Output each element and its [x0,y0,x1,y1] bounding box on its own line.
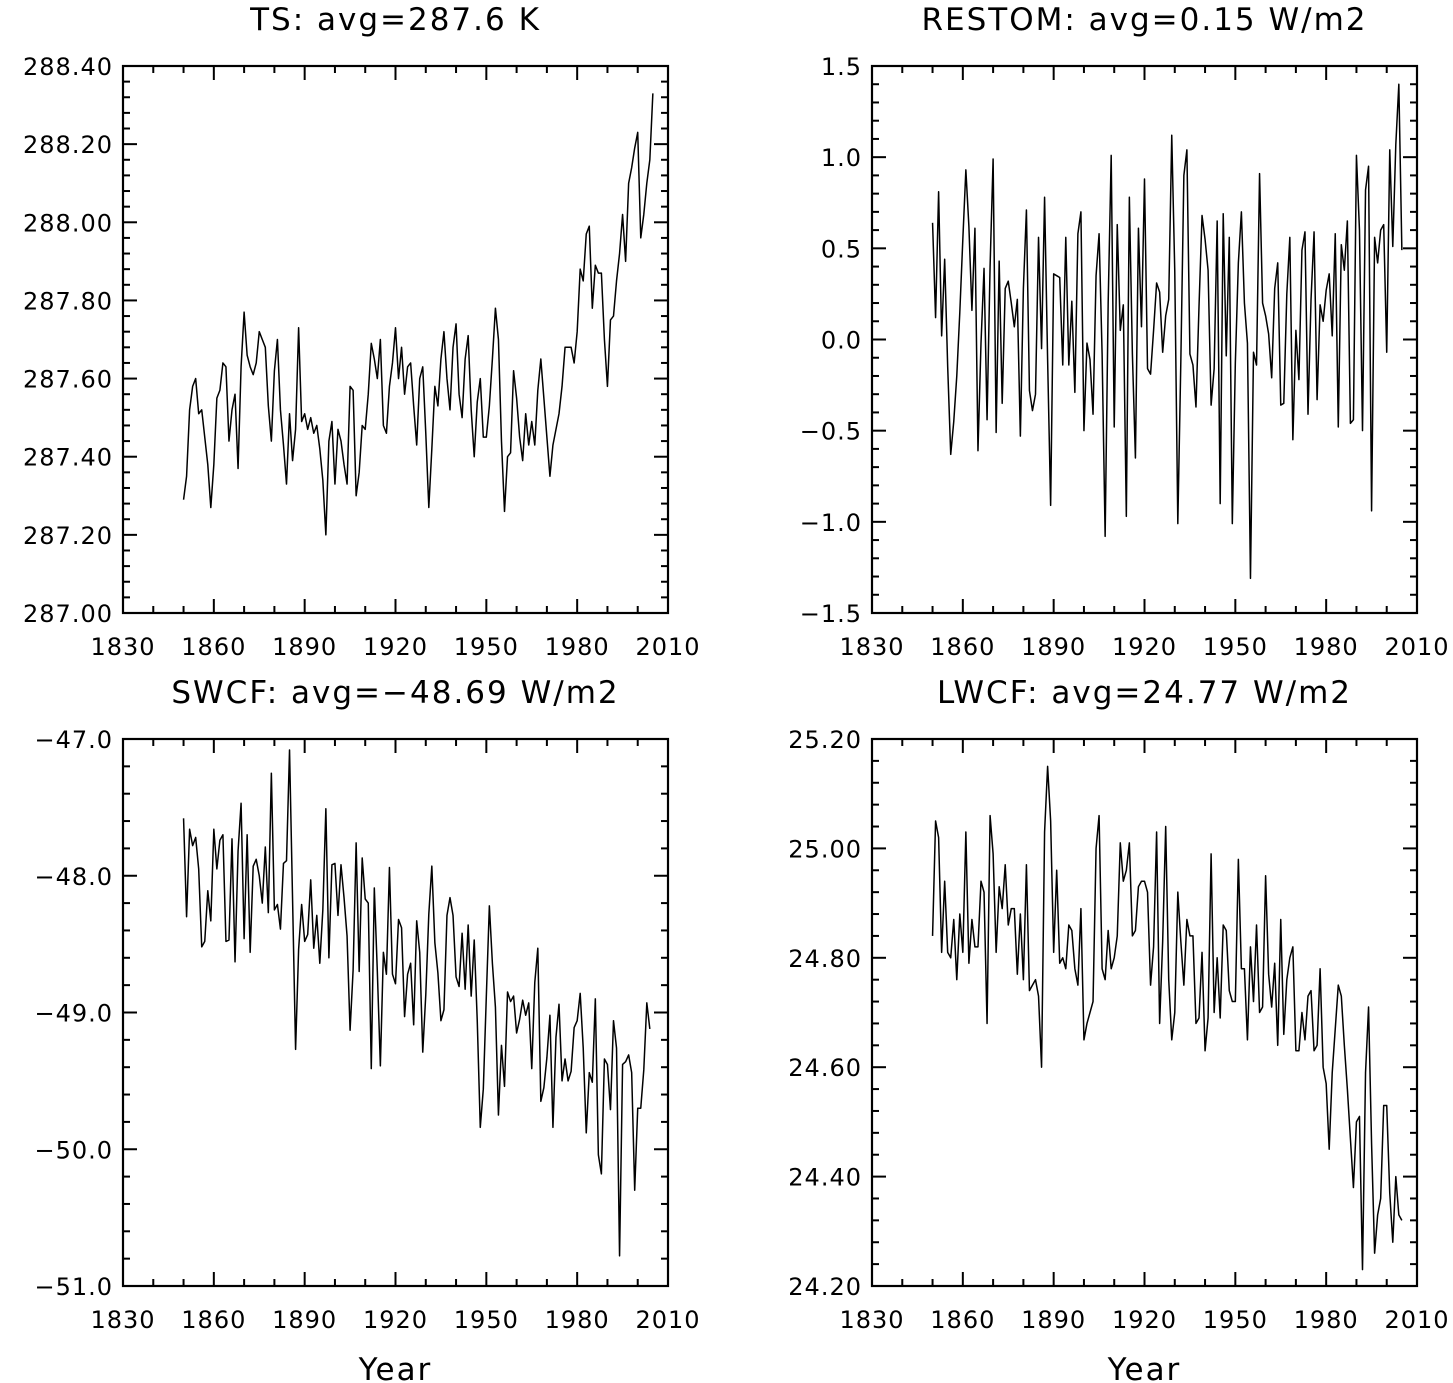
series-line [931,83,1403,580]
x-tick-label: 2010 [635,1306,700,1334]
y-tick-label: 288.20 [23,131,113,159]
x-tick-label: 1980 [1294,1306,1359,1334]
y-tick-label: −50.0 [34,1136,113,1164]
chart-title: RESTOM: avg=0.15 W/m2 [921,2,1367,38]
chart-title: SWCF: avg=−48.69 W/m2 [171,675,619,711]
x-tick-label: 1920 [1112,1306,1177,1334]
x-tick-label: 1890 [272,633,337,661]
y-tick-label: −51.0 [34,1273,113,1301]
x-tick-label: 1890 [1021,633,1086,661]
y-tick-label: −48.0 [34,863,113,891]
chart-title: TS: avg=287.6 K [249,2,541,38]
y-tick-label: −1.5 [800,600,862,628]
x-tick-label: 1980 [1294,633,1359,661]
plot-frame [870,64,1419,615]
x-tick-label: 1950 [454,633,519,661]
x-axis-label: Year [1107,1352,1182,1383]
x-tick-label: 1860 [181,633,246,661]
y-tick-label: 287.40 [23,444,113,472]
chart-title: LWCF: avg=24.77 W/m2 [937,675,1352,711]
x-tick-label: 2010 [635,633,700,661]
x-tick-label: 2010 [1384,633,1449,661]
y-tick-label: 24.80 [788,945,862,973]
plot-frame [870,737,1419,1288]
x-tick-label: 1980 [545,633,610,661]
y-tick-label: 287.60 [23,366,113,394]
x-tick-label: 1830 [839,633,904,661]
y-tick-label: 287.80 [23,287,113,315]
y-tick-label: 1.0 [821,144,862,172]
x-tick-label: 2010 [1384,1306,1449,1334]
y-tick-label: 288.40 [23,53,113,81]
y-tick-label: 24.20 [788,1273,862,1301]
x-tick-label: 1920 [363,633,428,661]
x-tick-label: 1890 [272,1306,337,1334]
panel-swcf: SWCF: avg=−48.69 W/m2 1830 1860 1890 1920 195… [34,675,700,1383]
y-tick-label: −49.0 [34,1000,113,1028]
x-tick-label: 1860 [930,1306,995,1334]
y-tick-label: 0.5 [821,235,862,263]
x-tick-label: 1830 [839,1306,904,1334]
panel-restom: RESTOM: avg=0.15 W/m2 1830 1860 1890 1920 195… [800,2,1449,661]
x-tick-label: 1890 [1021,1306,1086,1334]
x-tick-label: 1860 [930,633,995,661]
x-tick-label: 1950 [1203,633,1268,661]
series-line [931,765,1403,1271]
x-tick-label: 1920 [1112,633,1177,661]
x-tick-label: 1950 [454,1306,519,1334]
y-tick-label: −0.5 [800,418,862,446]
y-tick-label: 24.40 [788,1164,862,1192]
panel-lwcf: LWCF: avg=24.77 W/m2 1830 1860 1890 1920 1950… [788,675,1449,1383]
x-axis-label: Year [358,1352,433,1383]
y-tick-label: −1.0 [800,509,862,537]
y-tick-label: 1.5 [821,53,862,81]
y-tick-label: 287.00 [23,600,113,628]
x-tick-label: 1920 [363,1306,428,1334]
series-line [182,749,651,1257]
x-tick-label: 1980 [545,1306,610,1334]
y-tick-label: 287.20 [23,522,113,550]
series-line [182,93,654,536]
y-tick-label: 25.20 [788,726,862,754]
y-tick-label: −47.0 [34,726,113,754]
plot-frame [121,737,670,1288]
panel-ts: TS: avg=287.6 K 1830 1860 1890 1920 1950 1980 2… [23,2,700,661]
x-tick-label: 1830 [90,633,155,661]
x-tick-label: 1830 [90,1306,155,1334]
x-tick-label: 1950 [1203,1306,1268,1334]
y-tick-label: 0.0 [821,327,862,355]
y-tick-label: 25.00 [788,835,862,863]
y-tick-label: 288.00 [23,209,113,237]
y-tick-label: 24.60 [788,1054,862,1082]
x-tick-label: 1860 [181,1306,246,1334]
